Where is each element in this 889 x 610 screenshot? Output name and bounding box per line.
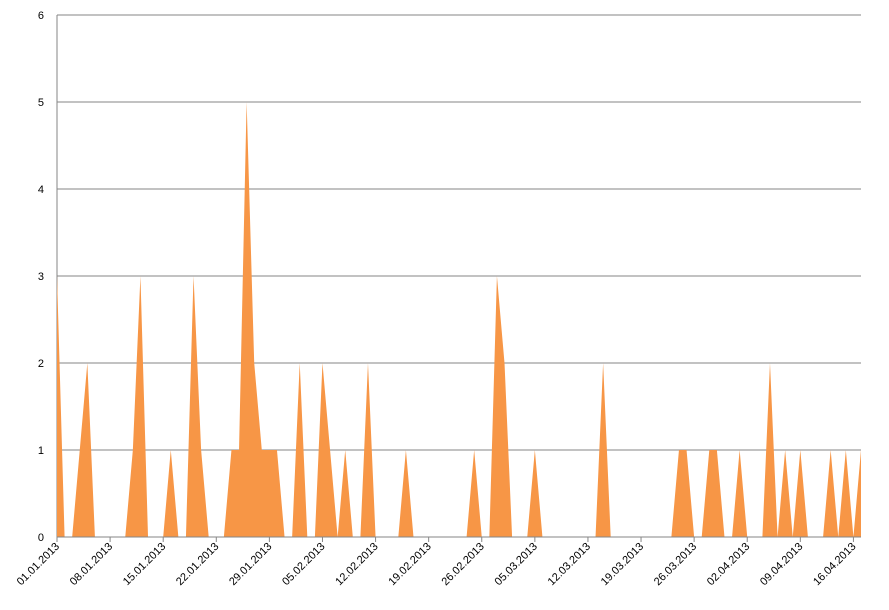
x-tick-label: 09.04.2013 [758,541,805,588]
x-tick-label: 15.01.2013 [121,541,168,588]
area [57,102,861,537]
x-tick-label: 19.02.2013 [386,541,433,588]
y-tick-label: 6 [38,10,44,22]
x-tick-label: 16.04.2013 [811,541,858,588]
y-tick-label: 5 [38,97,44,109]
x-tick-label: 01.01.2013 [15,541,62,588]
x-tick-label: 05.03.2013 [493,541,540,588]
y-tick-label: 2 [38,358,44,370]
x-tick-label: 22.01.2013 [174,541,221,588]
x-tick-label: 29.01.2013 [227,541,274,588]
y-tick-label: 0 [38,532,44,544]
y-tick-label: 4 [38,184,44,196]
x-tick-label: 12.02.2013 [333,541,380,588]
x-tick-label: 26.03.2013 [652,541,699,588]
y-tick-label: 3 [38,271,44,283]
x-tick-label: 26.02.2013 [439,541,486,588]
x-tick-label: 05.02.2013 [280,541,327,588]
x-tick-label: 19.03.2013 [599,541,646,588]
x-tick-label: 12.03.2013 [546,541,593,588]
x-tick-label: 08.01.2013 [68,541,115,588]
x-tick-label: 02.04.2013 [705,541,752,588]
y-tick-label: 1 [38,445,44,457]
